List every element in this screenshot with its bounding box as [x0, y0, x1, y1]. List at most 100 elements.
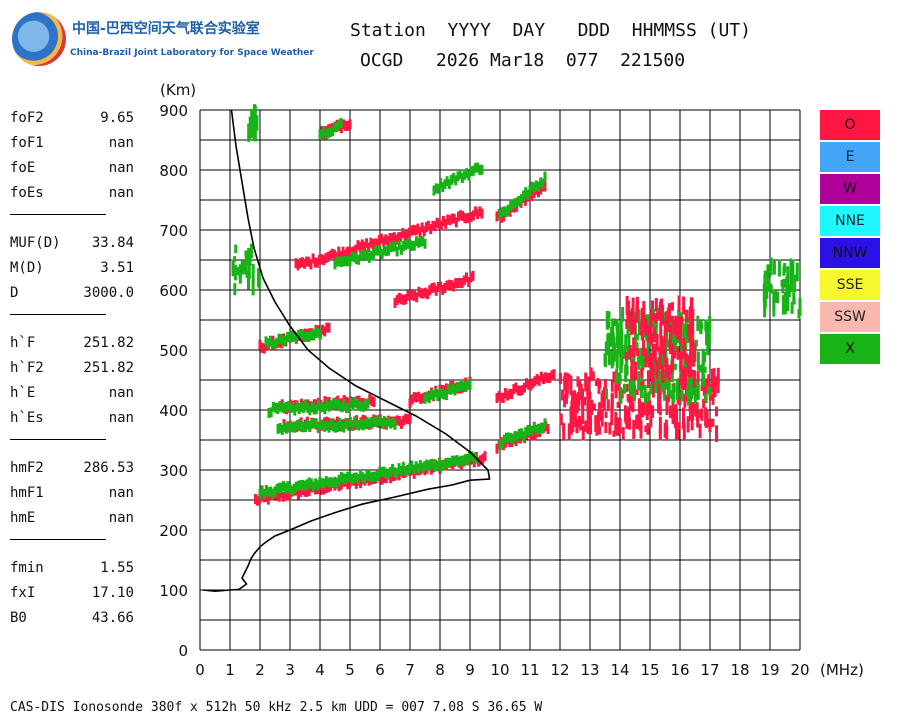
param-row: hmF1 nan: [10, 483, 140, 508]
echo-mark: [357, 395, 361, 406]
echo-mark: [563, 397, 567, 408]
echo-mark: [690, 320, 694, 328]
echo-mark: [402, 241, 406, 252]
echo-mark: [380, 233, 384, 244]
x-tick-label: 14: [610, 661, 629, 679]
echo-mark: [320, 478, 324, 489]
echo-mark: [465, 213, 469, 224]
echo-mark: [447, 178, 451, 189]
echo-mark: [463, 454, 467, 465]
echo-mark: [503, 388, 507, 399]
x-axis-label: (MHz): [820, 661, 864, 679]
y-tick-label: 200: [159, 522, 188, 540]
echo-mark: [365, 417, 369, 428]
echo-mark: [391, 463, 395, 474]
echo-mark: [298, 257, 302, 268]
echo-mark: [248, 125, 252, 141]
echo-mark: [649, 309, 653, 329]
echo-mark: [296, 260, 300, 271]
echo-mark: [716, 367, 720, 385]
echo-mark: [789, 258, 793, 278]
x-tick-label: 2: [255, 661, 265, 679]
echo-mark: [402, 415, 406, 426]
echo-mark: [618, 418, 622, 434]
echo-mark: [563, 372, 567, 385]
echo-mark: [382, 245, 386, 256]
echo-mark: [682, 369, 686, 386]
echo-mark: [269, 486, 273, 497]
echo-mark: [260, 342, 264, 353]
lab-logo: 中国-巴西空间天气联合实验室 China-Brazil Joint Labora…: [12, 12, 314, 70]
echo-mark: [467, 212, 471, 223]
echo-mark: [305, 486, 309, 497]
echo-mark: [689, 320, 693, 339]
echo-mark: [324, 253, 328, 264]
echo-mark: [456, 211, 460, 222]
echo-mark: [304, 421, 308, 432]
echo-mark: [465, 168, 469, 179]
echo-mark: [511, 434, 515, 445]
echo-mark: [395, 295, 399, 306]
echo-mark: [288, 484, 292, 495]
echo-mark: [543, 181, 547, 192]
echo-mark: [275, 483, 279, 494]
echo-mark: [792, 292, 796, 304]
echo-mark: [282, 402, 286, 413]
echo-mark: [667, 364, 671, 381]
echo-mark: [391, 471, 395, 482]
echo-mark: [438, 457, 442, 468]
echo-mark: [311, 253, 315, 264]
echo-mark: [414, 461, 418, 472]
echo-mark: [662, 369, 666, 380]
echo-mark: [444, 457, 448, 468]
echo-mark: [607, 348, 611, 366]
echo-mark: [436, 183, 440, 194]
echo-mark: [271, 401, 275, 412]
param-row: MUF(D) 33.84: [10, 233, 140, 258]
echo-mark: [586, 399, 590, 419]
echo-mark: [468, 451, 472, 462]
echo-mark: [657, 397, 661, 414]
echo-mark: [616, 401, 620, 408]
echo-mark: [245, 270, 249, 278]
echo-mark: [616, 372, 620, 383]
echo-mark: [537, 181, 541, 192]
echo-mark: [321, 402, 325, 413]
echo-mark: [268, 335, 272, 346]
param-row: foEs nan: [10, 183, 140, 208]
echo-mark: [270, 339, 274, 350]
echo-mark: [618, 338, 622, 349]
param-name: foF2: [10, 110, 44, 126]
echo-mark: [364, 398, 368, 409]
echo-mark: [441, 182, 445, 193]
echo-mark: [666, 382, 670, 396]
echo-mark: [290, 332, 294, 343]
echo-mark: [685, 309, 689, 322]
echo-mark: [664, 419, 668, 436]
echo-mark: [372, 397, 376, 408]
param-row: h`E nan: [10, 383, 140, 408]
echo-mark: [399, 231, 403, 242]
echo-mark: [633, 313, 637, 324]
param-value: 9.65: [100, 110, 134, 126]
echo-mark: [406, 238, 410, 249]
echo-mark: [406, 414, 410, 425]
param-row: M(D) 3.51: [10, 258, 140, 283]
param-value: nan: [108, 135, 134, 151]
echo-mark: [418, 227, 422, 238]
echo-mark: [389, 242, 393, 253]
echo-mark: [412, 464, 416, 475]
echo-mark: [702, 398, 706, 409]
echo-mark: [286, 490, 290, 501]
echo-mark: [623, 383, 627, 394]
x-tick-label: 8: [435, 661, 445, 679]
echo-mark: [616, 322, 620, 341]
echo-mark: [417, 391, 421, 402]
echo-mark: [672, 319, 676, 335]
echo-mark: [369, 237, 373, 248]
echo-mark: [423, 461, 427, 472]
echo-mark: [312, 418, 316, 429]
echo-mark: [691, 402, 695, 421]
echo-mark: [391, 417, 395, 428]
echo-mark: [373, 238, 377, 249]
